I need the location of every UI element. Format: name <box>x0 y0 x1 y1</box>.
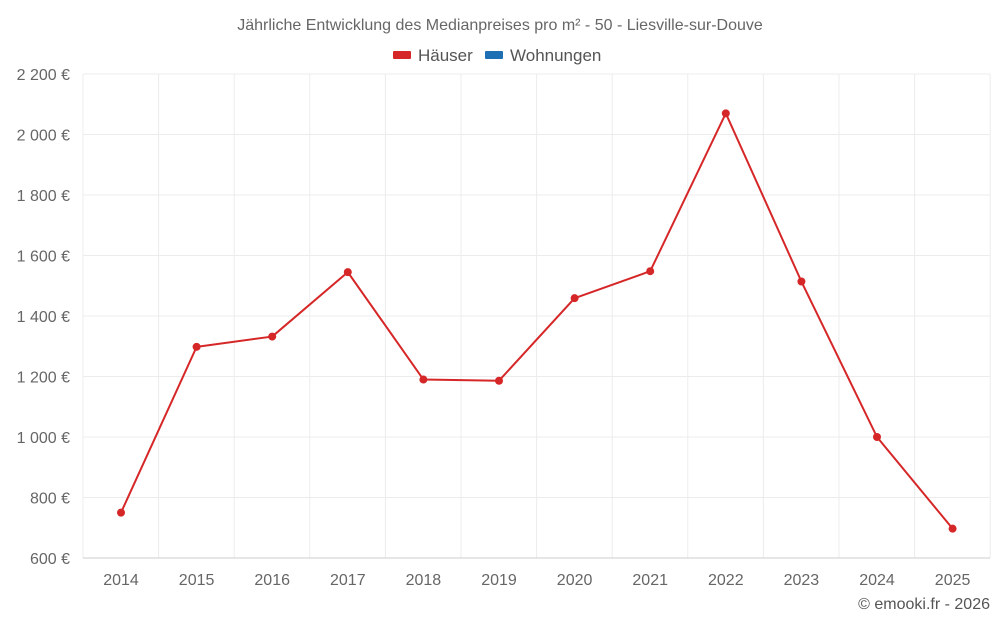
series-haeuser <box>117 109 957 533</box>
y-tick-label: 1 000 € <box>17 430 70 447</box>
data-point[interactable] <box>419 375 428 384</box>
data-point[interactable] <box>343 268 352 277</box>
series-line <box>120 112 954 530</box>
grid <box>82 73 991 558</box>
legend-item-wohnungen[interactable]: Wohnungen <box>485 46 601 65</box>
x-tick-label: 2024 <box>859 572 895 589</box>
data-point[interactable] <box>797 277 806 286</box>
data-point[interactable] <box>873 433 881 441</box>
x-tick-label: 2020 <box>557 572 593 589</box>
x-tick-label: 2019 <box>481 572 517 589</box>
x-tick-label: 2015 <box>179 572 215 589</box>
data-point[interactable] <box>192 342 201 351</box>
data-point[interactable] <box>117 508 125 517</box>
x-tick-label: 2022 <box>708 572 744 589</box>
legend-swatch-haeuser <box>393 51 411 59</box>
y-tick-label: 1 600 € <box>17 249 70 266</box>
legend-label-wohnungen: Wohnungen <box>510 46 601 65</box>
data-point[interactable] <box>495 376 503 385</box>
data-point[interactable] <box>646 267 655 276</box>
data-point[interactable] <box>948 524 957 533</box>
x-tick-label: 2018 <box>406 572 442 589</box>
x-tick-label: 2017 <box>330 572 366 589</box>
y-tick-label: 1 400 € <box>17 309 70 326</box>
legend-label-haeuser: Häuser <box>418 46 473 65</box>
y-tick-label: 1 800 € <box>17 188 70 205</box>
axes: 600 € 800 € 1 000 € 1 200 € 1 400 € 1 600 € 1 … <box>17 67 990 589</box>
legend-swatch-wohnungen <box>485 51 503 59</box>
x-tick-label: 2025 <box>935 572 971 589</box>
data-point[interactable] <box>721 109 730 118</box>
y-tick-label: 600 € <box>30 551 70 568</box>
data-point[interactable] <box>570 294 579 303</box>
chart-title: Jährliche Entwicklung des Medianpreises … <box>237 17 763 34</box>
x-tick-label: 2023 <box>784 572 820 589</box>
x-tick-label: 2021 <box>632 572 668 589</box>
x-tick-label: 2016 <box>254 572 290 589</box>
legend-item-haeuser[interactable]: Häuser <box>393 46 473 65</box>
x-tick-label: 2014 <box>103 572 139 589</box>
y-tick-label: 2 000 € <box>17 128 70 145</box>
y-tick-label: 800 € <box>30 491 70 508</box>
y-tick-label: 1 200 € <box>17 370 70 387</box>
y-tick-label: 2 200 € <box>17 67 70 84</box>
legend: Häuser Wohnungen <box>393 46 601 65</box>
data-point[interactable] <box>268 332 277 341</box>
credit: © emooki.fr - 2026 <box>858 596 990 613</box>
